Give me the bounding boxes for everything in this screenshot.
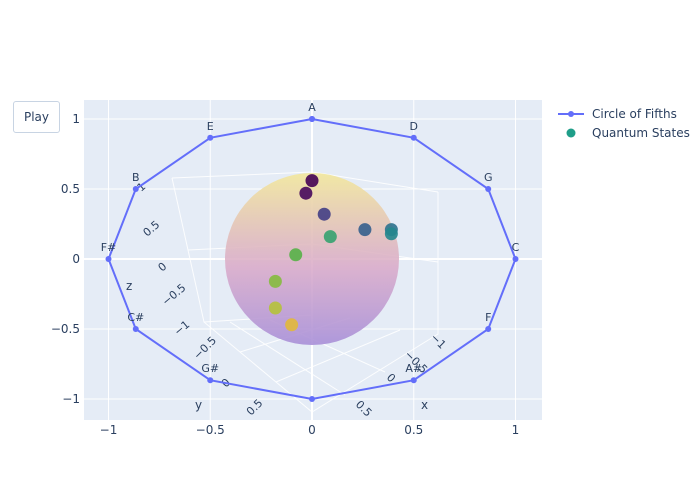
x-tick-label: −0.5 [196, 423, 225, 437]
quantum-state-point [358, 223, 372, 237]
quantum-state-point [285, 318, 299, 332]
note-label: C [512, 241, 520, 254]
circle-of-fifths-point [485, 186, 492, 192]
note-label: G [484, 171, 493, 184]
scene-x-title: x [421, 398, 428, 412]
circle-of-fifths-point [410, 377, 417, 384]
quantum-state-point [323, 230, 337, 244]
circle-of-fifths-point [132, 186, 139, 192]
circle-of-fifths-point [309, 396, 315, 402]
circle-of-fifths-point [410, 134, 417, 141]
circle-of-fifths-point [105, 256, 112, 262]
y-tick-label: −0.5 [51, 322, 80, 336]
x-tick-label: 1 [512, 423, 520, 437]
legend-marker-circle-of-fifths [568, 111, 574, 117]
series-layer: A D G C F A# G# C# F# B E [101, 101, 520, 402]
legend-label-quantum-states: Quantum States [592, 126, 690, 140]
quantum-state-point [317, 207, 331, 221]
quantum-state-point [268, 274, 282, 288]
play-button[interactable]: Play [13, 101, 60, 133]
axis-ticks: −1 −0.5 0 0.5 1 −1 −0.5 0 0.5 1 [51, 112, 519, 437]
y-tick-label: −1 [62, 392, 80, 406]
note-label: A [308, 101, 316, 114]
circle-of-fifths-point [512, 256, 519, 262]
y-tick-label: 0.5 [61, 182, 80, 196]
quantum-state-point [299, 186, 313, 200]
legend-marker-quantum-states [566, 128, 576, 138]
note-label: B [132, 171, 140, 184]
scene-y-title: y [195, 398, 202, 412]
note-label: F# [101, 241, 117, 254]
circle-of-fifths-point [132, 326, 139, 332]
legend-label-circle-of-fifths: Circle of Fifths [592, 107, 677, 121]
quantum-state-point [289, 248, 303, 262]
circle-of-fifths-point [207, 134, 214, 141]
x-tick-label: −1 [100, 423, 118, 437]
note-label: G# [201, 362, 219, 375]
quantum-state-point [268, 301, 282, 315]
quantum-state-point [384, 227, 398, 241]
circle-of-fifths-point [309, 116, 315, 122]
y-tick-label: 0 [72, 252, 80, 266]
x-tick-label: 0.5 [404, 423, 423, 437]
circle-of-fifths-point [485, 326, 492, 332]
y-tick-label: 1 [72, 112, 80, 126]
bloch-sphere [225, 173, 399, 345]
x-tick-label: 0 [308, 423, 316, 437]
legend: Circle of Fifths Quantum States [558, 107, 690, 140]
note-label: A# [405, 362, 422, 375]
note-label: E [207, 120, 214, 133]
scene-z-title: z [126, 279, 132, 293]
circle-of-fifths-point [207, 377, 214, 384]
note-label: D [410, 120, 418, 133]
note-label: C# [127, 311, 144, 324]
quantum-state-point [305, 174, 319, 188]
note-label: F [485, 311, 491, 324]
